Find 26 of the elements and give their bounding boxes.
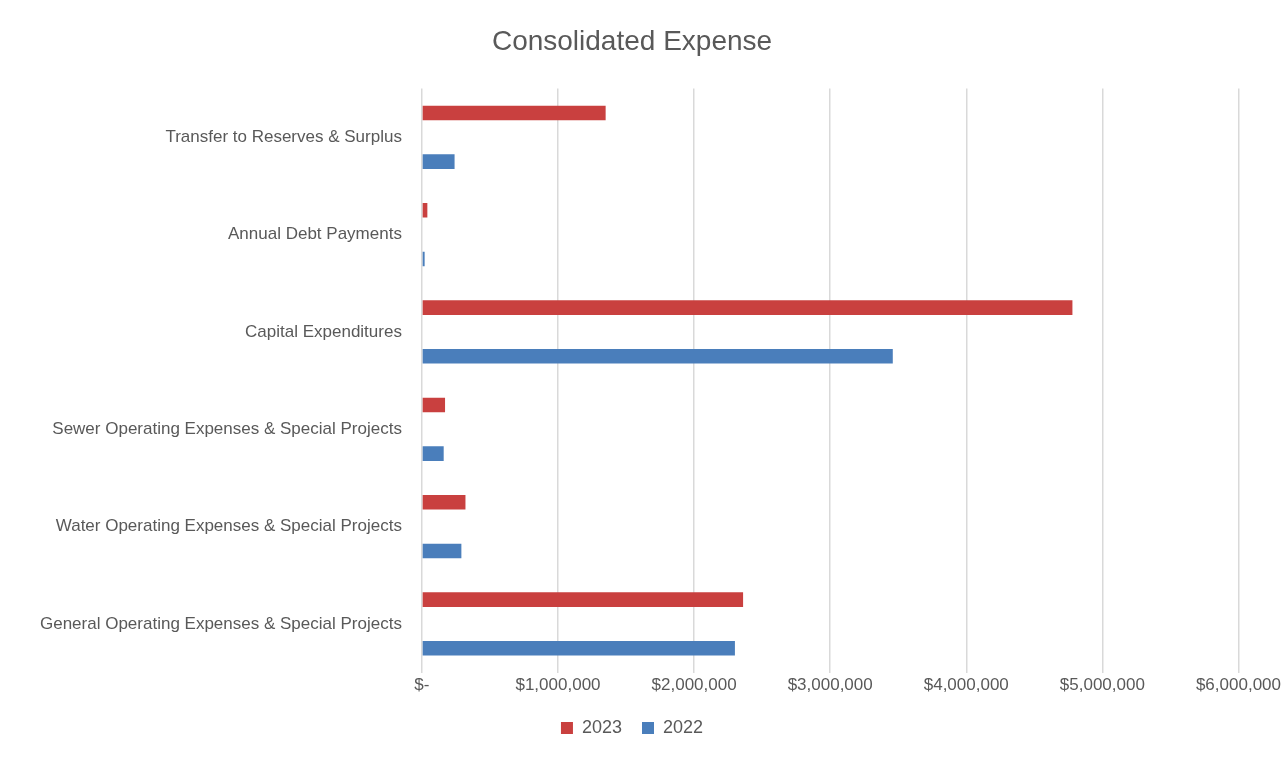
- y-tick-label: Sewer Operating Expenses & Special Projects: [52, 418, 402, 438]
- x-tick-label: $2,000,000: [651, 675, 737, 695]
- legend-label: 2023: [581, 716, 622, 737]
- y-tick-label: Transfer to Reserves & Surplus: [165, 126, 402, 146]
- bar: [422, 494, 466, 510]
- bar: [422, 105, 606, 121]
- x-tick-label: $1,000,000: [515, 675, 601, 695]
- bar: [422, 446, 444, 461]
- x-tick-label: $-: [414, 675, 430, 695]
- bar: [422, 592, 744, 607]
- y-tick-label: Water Operating Expenses & Special Projects: [55, 516, 402, 536]
- bar: [422, 300, 1073, 315]
- y-tick-label: Capital Expenditures: [245, 321, 402, 341]
- chart-title: Consolidated Expense: [491, 24, 773, 56]
- bar: [422, 543, 462, 559]
- bar: [422, 397, 446, 413]
- x-tick-label: $4,000,000: [923, 675, 1009, 695]
- x-tick-label: $6,000,000: [1195, 675, 1282, 695]
- bar: [422, 154, 455, 169]
- y-tick-label: General Operating Expenses & Special Projects: [39, 613, 402, 633]
- x-tick-label: $3,000,000: [787, 675, 873, 695]
- bar: [422, 348, 893, 364]
- y-tick-label: Annual Debt Payments: [228, 224, 402, 244]
- bar: [422, 640, 735, 656]
- legend-label: 2022: [663, 716, 704, 737]
- x-tick-label: $5,000,000: [1059, 675, 1145, 695]
